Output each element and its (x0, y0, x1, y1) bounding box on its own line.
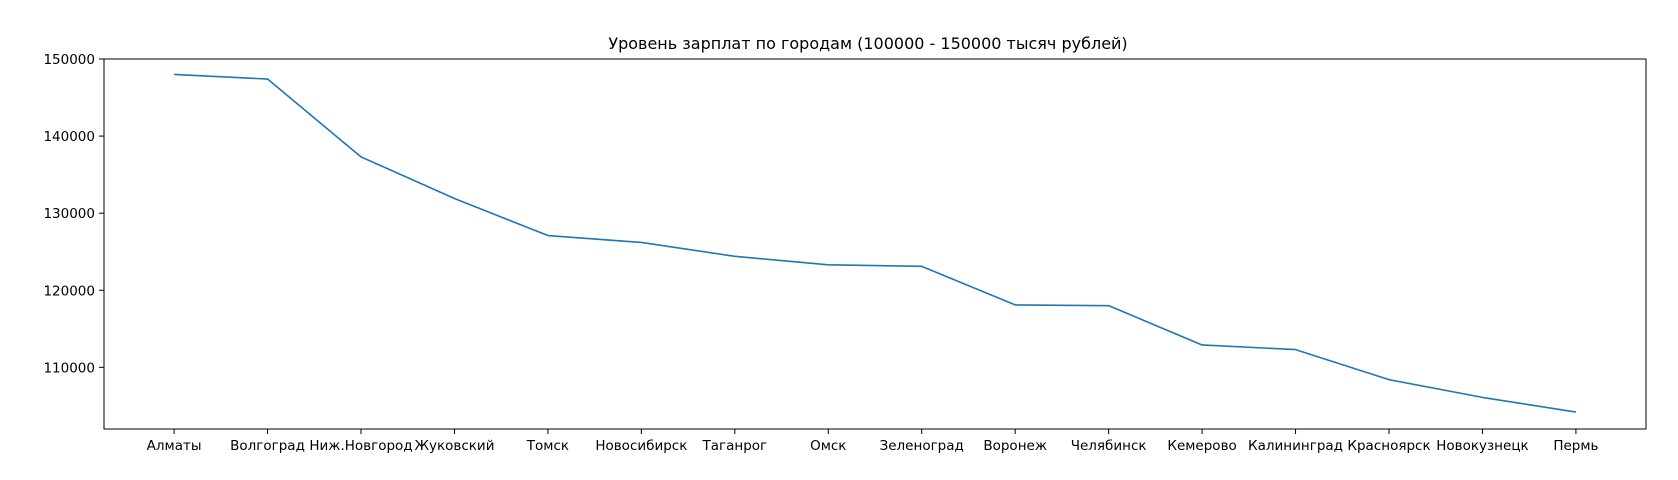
x-tick-label: Жуковский (414, 438, 494, 454)
x-tick-label: Челябинск (1071, 438, 1147, 454)
x-tick-label: Пермь (1553, 438, 1598, 454)
series-line (174, 73, 1577, 413)
x-tick-label: Волгоград (230, 438, 305, 454)
x-tick-label: Новокузнецк (1436, 438, 1528, 454)
y-tick-label: 110000 (43, 360, 95, 376)
y-tick-label: 150000 (43, 52, 95, 68)
x-tick-label: Калининград (1248, 438, 1343, 454)
y-tick-label: 120000 (43, 283, 95, 299)
x-tick-label: Таганрог (701, 438, 767, 454)
y-tick-label: 130000 (43, 206, 95, 222)
chart-title: Уровень зарплат по городам (100000 - 150… (608, 34, 1127, 53)
x-tick-label: Кемерово (1167, 438, 1236, 454)
x-axis: Алматы Волгоград Ниж.Новгород Жуковский Томс… (147, 429, 1599, 454)
x-tick-label: Зеленоград (880, 438, 964, 454)
x-tick-label: Омск (810, 438, 846, 454)
x-tick-label: Ниж.Новгород (309, 438, 412, 454)
x-tick-label: Воронеж (983, 438, 1047, 454)
series-group (174, 73, 1577, 413)
x-tick-label: Томск (526, 438, 569, 454)
y-axis: 110000 120000 130000 140000 150000 (43, 52, 104, 376)
plot-area: 110000 120000 130000 140000 150000 Алматы Вол… (43, 52, 1647, 454)
x-tick-label: Новосибирск (595, 438, 687, 454)
x-tick-label: Алматы (147, 438, 202, 454)
y-tick-label: 140000 (43, 129, 95, 145)
x-tick-label: Красноярск (1347, 438, 1430, 454)
axes-frame (103, 58, 1647, 430)
